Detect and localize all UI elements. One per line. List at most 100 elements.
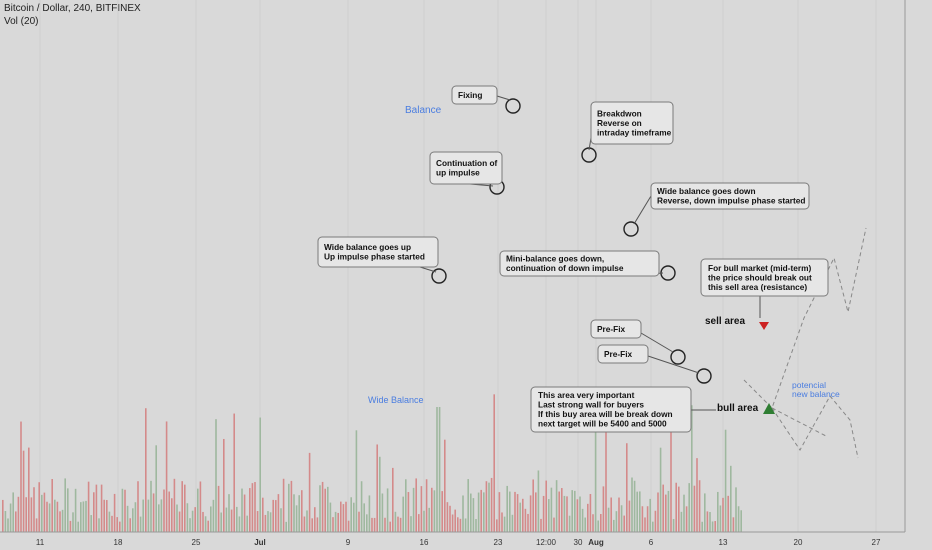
volume-bar — [529, 495, 532, 532]
time-axis-bg — [0, 532, 932, 550]
time-tick-label: 18 — [114, 538, 123, 547]
volume-bar — [446, 502, 449, 532]
volume-bar — [290, 480, 293, 532]
volume-bar — [626, 443, 628, 532]
volume-bar — [197, 488, 199, 532]
volume-bar — [522, 498, 524, 532]
time-tick-label: 23 — [494, 538, 503, 547]
volume-bar — [735, 487, 737, 532]
callout-bull-market: For bull market (mid-term)the price shou… — [700, 258, 829, 318]
volume-bar — [399, 517, 402, 532]
volume-bar — [293, 494, 295, 532]
volume-bar — [732, 517, 735, 532]
volume-bar — [28, 447, 30, 532]
volume-bar — [394, 511, 397, 532]
volume-bar — [548, 499, 550, 532]
volume-bar — [147, 499, 150, 532]
volume-bar — [360, 481, 363, 532]
volume-bar — [724, 429, 727, 532]
volume-bar — [158, 504, 160, 532]
volume-bar — [38, 482, 40, 532]
volume-indicator-label[interactable]: Vol (20) — [4, 16, 39, 27]
volume-bar — [475, 519, 477, 532]
volume-bar — [327, 486, 329, 532]
volume-bar — [540, 518, 542, 532]
marker-circle — [670, 349, 686, 365]
volume-bar — [243, 494, 246, 532]
volume-bar — [652, 521, 654, 532]
volume-bar — [384, 517, 386, 532]
volume-bar — [108, 511, 111, 532]
volume-bar — [51, 479, 53, 532]
volume-bar — [301, 490, 303, 532]
volume-bar — [451, 514, 454, 532]
volume-bar — [423, 510, 425, 532]
volume-bar — [262, 497, 264, 532]
volume-bar — [589, 493, 592, 532]
volume-bar — [298, 495, 300, 532]
volume-bar — [355, 430, 358, 532]
time-tick-label: 30 — [574, 538, 583, 547]
volume-bar — [672, 518, 675, 532]
volume-bar — [438, 407, 441, 532]
volume-bar — [667, 490, 670, 532]
volume-bar — [628, 500, 631, 532]
callout-text: Last strong wall for buyers — [538, 400, 644, 410]
projection-path — [771, 407, 827, 437]
volume-bar — [503, 516, 506, 532]
volume-bar — [119, 521, 121, 532]
volume-bar — [516, 494, 519, 532]
volume-bar — [43, 492, 46, 532]
volume-bar — [407, 492, 410, 532]
callout-text: Wide balance goes down — [657, 186, 756, 196]
volume-bar — [737, 506, 740, 532]
volume-bar — [314, 507, 316, 532]
callout-text: Reverse on — [597, 118, 642, 128]
volume-bar — [100, 484, 103, 532]
time-tick-label: 11 — [36, 538, 45, 547]
volume-bar — [61, 509, 64, 532]
volume-bar — [238, 516, 241, 532]
volume-bar — [420, 486, 423, 532]
volume-bar — [358, 511, 360, 532]
volume-bar — [22, 450, 25, 532]
volume-bar — [493, 394, 495, 532]
callout-text: Breakdwon — [597, 108, 642, 118]
volume-bar — [631, 477, 633, 532]
volume-bar — [675, 482, 677, 532]
volume-bar — [410, 516, 412, 532]
volume-bar — [223, 438, 225, 532]
callout-text: Fixing — [458, 90, 482, 100]
volume-bar — [332, 517, 334, 532]
volume-bar — [381, 493, 384, 532]
volume-bar — [137, 481, 139, 532]
callout-text: For bull market (mid-term) — [708, 263, 811, 273]
volume-bar — [646, 506, 649, 532]
volume-bar — [472, 498, 475, 532]
volume-bar — [282, 478, 285, 532]
volume-bar — [618, 497, 620, 532]
volume-bar — [353, 502, 355, 532]
volume-bar — [249, 488, 251, 532]
volume-bar — [267, 511, 269, 532]
volume-bar — [441, 491, 443, 532]
callout-box — [530, 386, 692, 433]
volume-bar — [85, 500, 87, 532]
volume-bar — [449, 505, 451, 532]
volume-bar — [191, 510, 194, 532]
volume-bar — [319, 485, 321, 532]
volume-bar — [610, 497, 612, 532]
callout-pre-fix-1: Pre-Fix — [590, 319, 674, 353]
volume-bar — [67, 488, 69, 532]
volume-bar — [46, 501, 48, 532]
volume-bar — [225, 507, 228, 532]
volume-bars — [2, 394, 742, 532]
callout-box — [590, 101, 674, 145]
volume-bar — [433, 490, 436, 532]
callout-box — [597, 344, 649, 364]
